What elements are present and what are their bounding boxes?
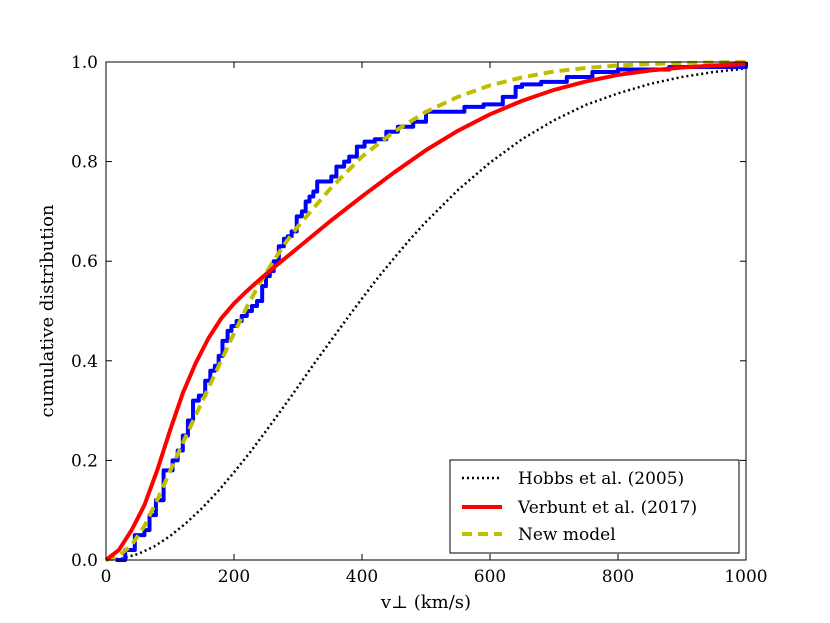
x-tick-label: 1000: [724, 567, 767, 587]
y-tick-label: 0.0: [71, 551, 98, 571]
y-tick-label: 0.2: [71, 451, 98, 471]
series-observed-step-line: [115, 62, 748, 562]
series-layer: [104, 60, 748, 562]
x-axis-label: v⊥ (km/s): [380, 592, 471, 613]
legend-label-hobbs: Hobbs et al. (2005): [518, 469, 684, 489]
x-tick-label: 800: [602, 567, 634, 587]
plot-frame: [105, 61, 747, 561]
y-axis-label: cumulative distribution: [37, 204, 58, 417]
y-tick-label: 0.4: [71, 352, 98, 372]
y-tick-label: 1.0: [71, 53, 98, 73]
x-tick-label: 0: [101, 567, 112, 587]
legend-label-new-model: New model: [518, 525, 616, 545]
x-tick-label: 600: [474, 567, 506, 587]
legend: Hobbs et al. (2005) Verbunt et al. (2017…: [449, 459, 740, 554]
y-tick-label: 0.8: [71, 153, 98, 173]
series-hobbs-line: [105, 67, 747, 562]
series-verbunt-line: [104, 61, 747, 562]
x-tick-label: 200: [218, 567, 250, 587]
tick-layer: 0 200 400 600 800 1000 0.0 0.2 0.4 0.6 0.8 1.0: [71, 53, 768, 587]
x-tick-label: 400: [346, 567, 378, 587]
legend-label-verbunt: Verbunt et al. (2017): [517, 498, 697, 518]
y-tick-label: 0.6: [71, 252, 98, 272]
